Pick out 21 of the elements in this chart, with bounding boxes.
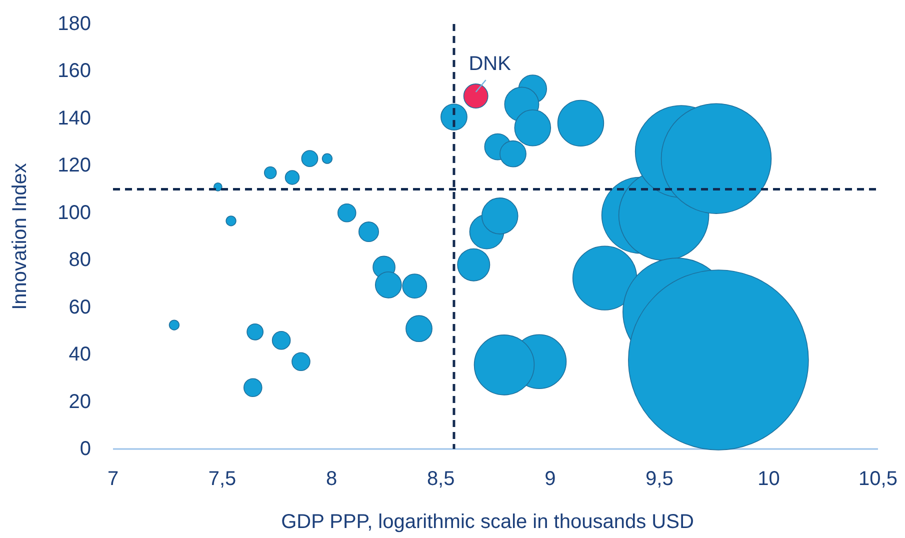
- x-tick-label: 8,5: [426, 468, 455, 490]
- x-tick-label: 9: [544, 468, 556, 490]
- x-tick-label: 8: [326, 468, 338, 490]
- x-tick-label: 7,5: [208, 468, 236, 490]
- y-tick-label: 120: [58, 154, 91, 177]
- x-tick-label: 9,5: [646, 468, 674, 490]
- x-axis-title: GDP PPP, logarithmic scale in thousands USD: [281, 511, 694, 533]
- x-tick-label: 10,5: [858, 468, 898, 490]
- y-tick-label: 0: [80, 438, 91, 460]
- y-tick-label: 180: [58, 13, 91, 35]
- y-tick-label: 60: [68, 296, 91, 318]
- y-tick-label: 40: [68, 344, 91, 366]
- y-tick-label: 20: [68, 390, 91, 413]
- y-tick-label: 160: [58, 60, 91, 82]
- x-tick-label: 7: [107, 468, 119, 490]
- y-axis-title: Innovation Index: [9, 163, 31, 310]
- x-tick-label: 10: [758, 468, 780, 490]
- y-tick-label: 80: [68, 249, 91, 272]
- y-tick-label: 140: [58, 107, 91, 130]
- y-tick-label: 100: [58, 202, 91, 224]
- annotation: DNK: [468, 53, 512, 76]
